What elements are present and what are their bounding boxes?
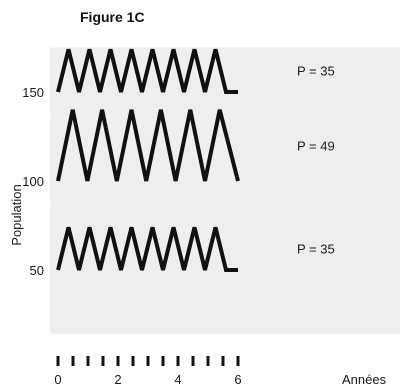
series-1-annotation: P = 35 [297, 64, 335, 79]
chart-title: Figure 1C [80, 9, 145, 25]
series-1-line [56, 48, 238, 94]
series-3-annotation: P = 35 [297, 242, 335, 257]
y-axis-label: Population [9, 184, 24, 245]
series-3-line [56, 226, 238, 272]
x-tick-label: 6 [234, 372, 241, 387]
x-tick-labels: 0 2 4 6 [54, 372, 241, 387]
x-axis-label: Années [342, 372, 387, 387]
x-tick-label: 4 [174, 372, 181, 387]
x-tick-marks [56, 356, 240, 366]
y-tick-label: 50 [30, 263, 44, 278]
x-tick-label: 0 [54, 372, 61, 387]
series-2-annotation: P = 49 [297, 138, 335, 153]
y-tick-labels: 50 100 150 [22, 85, 44, 278]
x-tick-label: 2 [114, 372, 121, 387]
period-annotations: P = 35 P = 49 P = 35 [297, 64, 335, 257]
series-2-line [56, 109, 240, 182]
population-series [56, 48, 240, 272]
y-tick-label: 100 [22, 174, 44, 189]
y-tick-label: 150 [22, 85, 44, 100]
